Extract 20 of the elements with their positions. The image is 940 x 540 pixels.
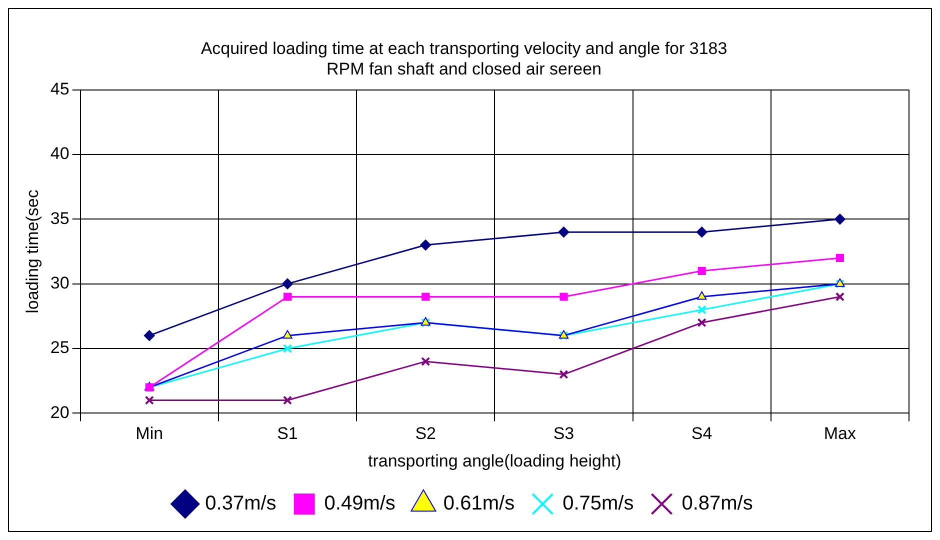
x-tick-label: S1 xyxy=(277,424,298,444)
x-tick-label: S2 xyxy=(415,424,436,444)
y-tick-label: 20 xyxy=(50,402,70,422)
x-tick-label: S3 xyxy=(553,424,574,444)
y-axis-title: loading time(sec xyxy=(22,189,42,314)
legend-label: 0.61m/s xyxy=(443,492,515,515)
y-tick-label: 35 xyxy=(50,208,70,228)
y-tick-label: 30 xyxy=(50,274,70,293)
legend-label: 0.75m/s xyxy=(562,492,634,515)
legend-label: 0.87m/s xyxy=(682,492,753,515)
legend-label: 0.49m/s xyxy=(324,492,396,515)
chart-title: Acquired loading time at each transporting velocity and angle for 3183 RPM fan shaft and closed air sereen xyxy=(200,38,728,78)
y-tick-label: 25 xyxy=(50,338,70,358)
y-tick-label: 45 xyxy=(50,79,70,98)
x-tick-label: Max xyxy=(824,424,856,444)
x-axis-title: transporting angle(loading height) xyxy=(368,451,622,470)
legend-label: 0.37m/s xyxy=(205,492,276,515)
x-tick-label: Min xyxy=(136,424,164,444)
y-tick-label: 40 xyxy=(50,144,70,164)
x-tick-label: S4 xyxy=(691,424,712,444)
